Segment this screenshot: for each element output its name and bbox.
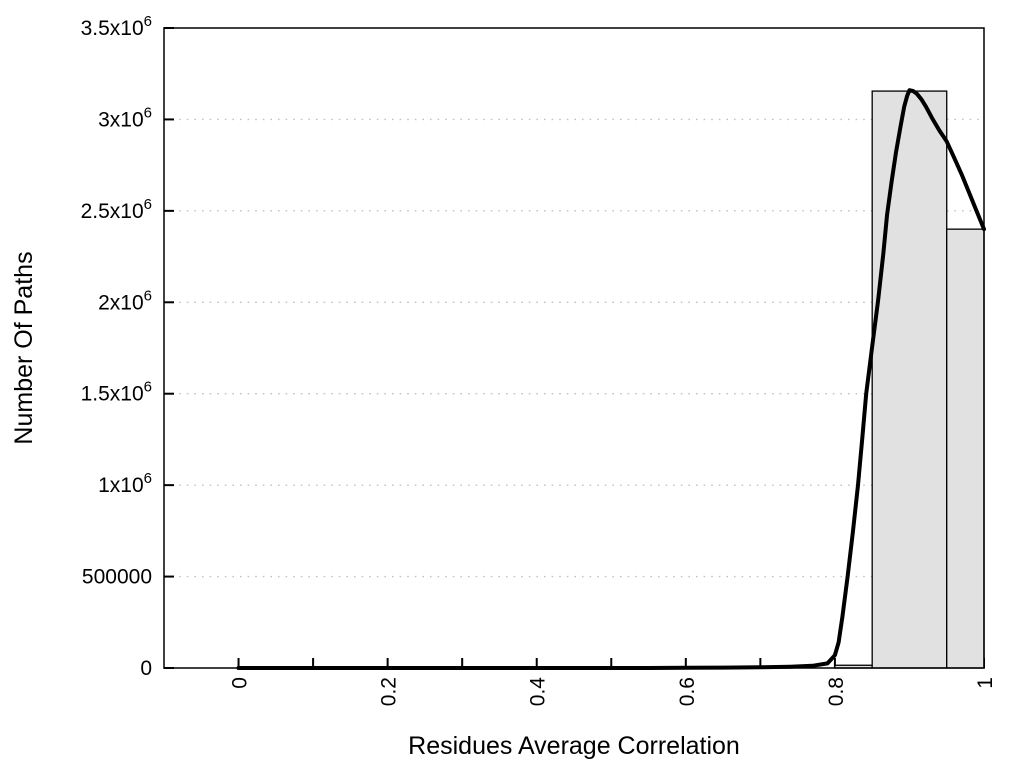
axis-labels-layer: Residues Average Correlation Number Of P… <box>10 251 740 760</box>
y-tick-label: 500000 <box>82 566 152 589</box>
x-tick-label: 0 <box>229 677 252 689</box>
x-axis-title: Residues Average Correlation <box>408 732 740 760</box>
y-tick-label: 2.5x106 <box>81 196 152 223</box>
y-tick-label: 3.5x106 <box>81 13 152 40</box>
x-tick-label: 1 <box>974 677 997 689</box>
y-tick-label: 1.5x106 <box>81 379 152 406</box>
x-tick-label: 0.8 <box>825 677 848 706</box>
histogram-bar <box>871 90 948 669</box>
y-axis-title: Number Of Paths <box>10 251 38 444</box>
ticks-layer: 0 500000 1x106 1.5x106 2x106 2.5x106 3x106 3.5x… <box>81 13 997 706</box>
x-tick-label: 0.4 <box>527 677 550 707</box>
x-tick-label: 0.6 <box>676 677 699 706</box>
histogram-bar <box>946 228 985 669</box>
y-tick-label: 2x106 <box>98 287 152 314</box>
gridlines-layer <box>164 118 984 578</box>
plot-border-layer <box>163 27 985 669</box>
y-tick-label: 0 <box>140 657 152 680</box>
y-tick-label: 1x106 <box>98 470 152 497</box>
plot-border <box>163 27 985 669</box>
x-tick-label: 0.2 <box>378 677 401 706</box>
y-tick-label: 3x106 <box>98 104 152 131</box>
